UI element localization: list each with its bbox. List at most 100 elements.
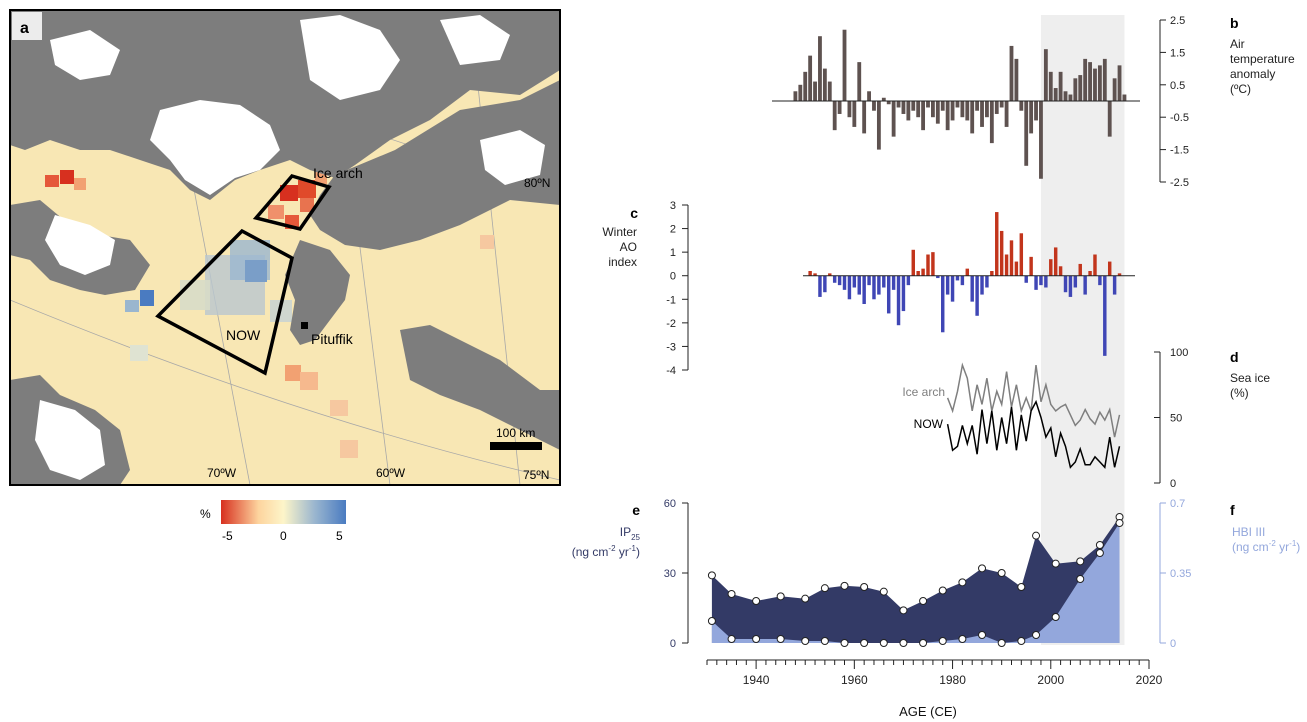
ip25-axis-label: IP25: [620, 525, 641, 542]
y-tick-label: 30: [664, 568, 676, 580]
temperature-bar: [965, 101, 970, 121]
ao-bar: [862, 275, 866, 304]
temperature-bar: [896, 101, 901, 108]
ao-bar: [970, 275, 974, 302]
ao-bar: [823, 275, 827, 293]
x-tick-label: 1980: [939, 673, 966, 687]
hbi-point: [1115, 519, 1124, 527]
ao-bar: [1112, 275, 1117, 295]
temperature-bar: [994, 101, 999, 114]
ao-bar: [960, 275, 965, 286]
hbi-point: [899, 639, 908, 647]
temperature-bar: [867, 91, 871, 101]
temperature-bar: [970, 101, 975, 134]
hbi-point: [1051, 613, 1060, 621]
x-tick-label: 2000: [1037, 673, 1064, 687]
temperature-bar: [916, 101, 921, 118]
ip25-point: [707, 571, 716, 580]
temperature-bar: [803, 71, 808, 101]
ao-bar: [980, 275, 984, 295]
temperature-bar: [1009, 45, 1014, 101]
temperature-bar: [1093, 68, 1097, 101]
ao-bar: [818, 275, 822, 297]
ip25-point: [801, 594, 810, 603]
pituffik-marker: [301, 322, 308, 329]
ao-bar: [995, 212, 999, 276]
temperature-bar: [1053, 88, 1058, 101]
ao-bar: [1004, 254, 1009, 276]
panel-label-a: a: [20, 20, 29, 37]
y-tick-label: 2.5: [1170, 15, 1185, 27]
hbi-point: [879, 639, 888, 647]
ao-bar: [1063, 275, 1068, 293]
y-tick-label: 100: [1170, 347, 1188, 359]
hbi-point: [958, 635, 967, 643]
ip25-point: [958, 578, 967, 587]
ao-bar: [1034, 275, 1038, 290]
x-tick-label: 1940: [743, 673, 770, 687]
ao-bar: [891, 275, 896, 290]
hbi-point: [707, 617, 716, 625]
hbi-point: [1017, 637, 1026, 645]
panel-label-c: c: [630, 205, 638, 221]
ao-bar: [921, 268, 925, 276]
ao-bar: [886, 275, 891, 314]
y-tick-label: -2.5: [1170, 177, 1189, 189]
temperature-bar: [1048, 71, 1053, 101]
label-sup: -1: [1289, 539, 1297, 548]
ip25-point: [1076, 557, 1085, 566]
temperature-bar: [832, 101, 837, 131]
temperature-bar: [1083, 58, 1088, 101]
temperature-bar: [876, 101, 881, 150]
ao-bar: [1009, 240, 1014, 276]
y-tick-label: 1: [670, 247, 676, 259]
ao-bar: [808, 271, 812, 276]
y-tick-label: -4: [666, 365, 676, 377]
y-tick-label: 60: [664, 498, 676, 510]
ip25-point: [1095, 541, 1104, 549]
ao-bar: [857, 275, 861, 295]
label-part: ): [1296, 540, 1300, 554]
ao-bar: [847, 275, 852, 300]
ao-bar: [828, 273, 832, 276]
y-tick-label: -1.5: [1170, 145, 1189, 157]
y-tick-label: 0.35: [1170, 568, 1191, 580]
colorbar: [221, 500, 346, 524]
temperature-bar: [1039, 101, 1043, 179]
temperature-bar: [798, 84, 803, 101]
sea-ice-line: [946, 399, 1121, 469]
temperature-bar: [1102, 58, 1107, 101]
ip25-point: [919, 597, 928, 605]
map-panel: Ice arch NOW Pituffik 80ºN 75ºN 70ºW 60º…: [9, 9, 561, 543]
label-part: yr: [1276, 540, 1289, 554]
temperature-bar: [813, 81, 817, 101]
ao-bar: [1029, 256, 1033, 276]
ice-arch-region: [252, 173, 332, 231]
temperature-bar: [886, 101, 891, 105]
temperature-bar: [1063, 91, 1068, 101]
temperature-bar: [891, 101, 896, 137]
ao-bar: [1024, 275, 1028, 283]
temperature-bar: [1004, 101, 1009, 127]
temperature-bar: [872, 101, 876, 111]
ao-bar: [901, 275, 906, 312]
ip25-axis-unit: (ng cm-2 yr-1): [572, 544, 640, 559]
map-ice: [35, 15, 545, 480]
ao-bar: [985, 275, 989, 288]
temperature-bar: [989, 101, 994, 144]
axis-label-line: Air: [1230, 37, 1245, 51]
ip25-point: [938, 586, 947, 595]
hbi-point: [1095, 549, 1104, 557]
hbi-point: [752, 635, 761, 643]
hbi-point: [776, 635, 785, 643]
y-tick-label: -1: [666, 294, 676, 306]
ao-bar: [1117, 273, 1122, 276]
temperature-bar: [940, 101, 945, 111]
ao-bar: [931, 252, 935, 276]
label-scale: 100 km: [496, 426, 535, 440]
panel-d-sea-ice: Ice arch NOW 100 50 0 d Sea ice(%): [902, 347, 1270, 490]
label-part: yr: [616, 545, 629, 559]
temperature-bar: [852, 101, 857, 127]
ip25-point: [899, 606, 908, 615]
